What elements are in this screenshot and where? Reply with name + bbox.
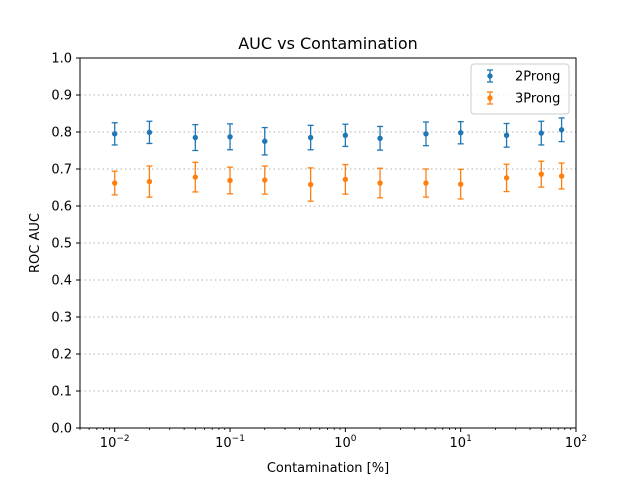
y-tick-label: 0.8	[51, 126, 72, 141]
y-tick-label: 0.4	[51, 274, 72, 289]
y-tick-label: 0.7	[51, 163, 72, 178]
x-tick-label: 10−1	[215, 434, 245, 451]
y-tick-label: 0.6	[51, 200, 72, 215]
y-tick-label: 1.0	[51, 52, 72, 67]
data-point	[457, 130, 464, 136]
data-point	[112, 131, 118, 137]
series-3Prong	[111, 160, 565, 202]
grid-lines	[80, 94, 576, 392]
data-point	[112, 180, 118, 186]
data-point	[503, 175, 510, 181]
data-point	[227, 177, 233, 184]
legend-label: 2Prong	[515, 70, 560, 85]
data-point	[307, 134, 314, 141]
x-axis-label: Contamination [%]	[267, 461, 389, 476]
data-point	[146, 178, 153, 185]
data-point	[538, 171, 544, 177]
data-points	[111, 117, 565, 202]
y-tick-label: 0.2	[51, 348, 72, 363]
data-point	[377, 135, 383, 141]
legend-label: 3Prong	[515, 92, 560, 107]
data-point	[146, 129, 153, 136]
data-point	[262, 138, 268, 144]
data-point	[538, 130, 544, 136]
legend-marker	[487, 95, 493, 101]
legend: 2Prong 3Prong	[470, 63, 570, 115]
data-point	[227, 134, 233, 140]
series-2Prong	[111, 117, 565, 156]
x-tick-label: 10−2	[100, 434, 130, 451]
legend-frame	[470, 63, 570, 115]
data-point	[192, 174, 199, 180]
data-point	[342, 132, 349, 139]
chart-title: AUC vs Contamination	[238, 34, 418, 53]
data-point	[558, 173, 565, 179]
y-tick-label: 0.3	[51, 311, 72, 326]
data-point	[457, 181, 464, 187]
x-axis: 10−2 10−1 100 101 102	[79, 428, 587, 451]
y-tick-label: 0.9	[51, 89, 72, 104]
data-point	[503, 132, 510, 139]
data-point	[423, 131, 429, 137]
data-point	[342, 176, 349, 183]
y-tick-label: 0.1	[51, 385, 72, 400]
y-axis: 0.0 0.1 0.2 0.3 0.4 0.5 0.6 0.7 0.8 0.9 1.0	[51, 52, 80, 437]
data-point	[307, 181, 314, 188]
data-point	[377, 180, 383, 186]
data-point	[423, 180, 429, 186]
x-tick-label: 100	[334, 434, 357, 451]
x-tick-label: 102	[565, 434, 587, 451]
y-tick-label: 0.5	[51, 237, 72, 252]
data-point	[262, 177, 268, 183]
data-point	[192, 134, 199, 141]
legend-marker	[487, 73, 493, 79]
x-tick-label: 101	[450, 434, 472, 451]
y-axis-label: ROC AUC	[28, 213, 43, 273]
y-tick-label: 0.0	[51, 422, 72, 437]
data-point	[558, 127, 565, 133]
